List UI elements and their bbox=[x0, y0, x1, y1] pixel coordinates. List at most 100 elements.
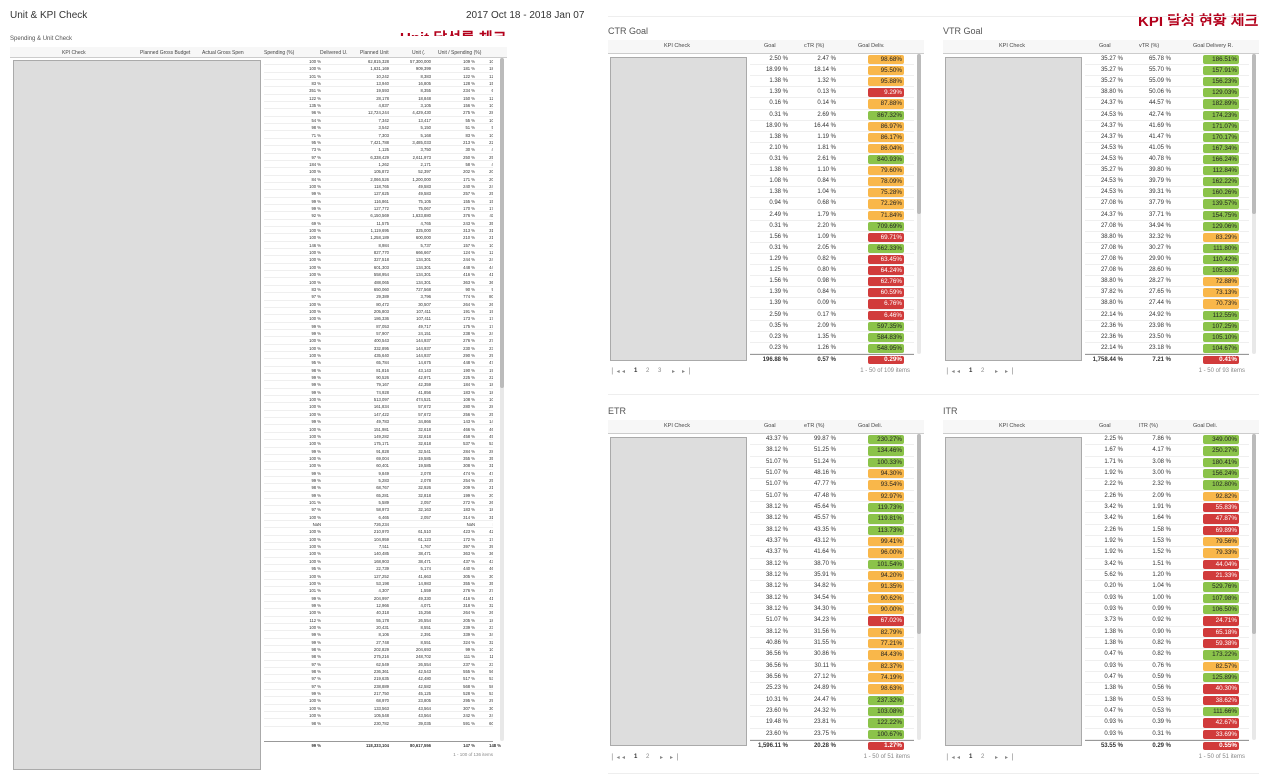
column-header[interactable]: KPI Check bbox=[999, 423, 1025, 429]
prev-page-button[interactable]: ◂ bbox=[622, 369, 626, 375]
page-number-button[interactable]: 2 bbox=[981, 368, 985, 374]
table-cell: 101 % bbox=[309, 73, 321, 79]
last-page-button[interactable]: ▸▕ bbox=[1005, 369, 1013, 375]
table-cell: 7,342 bbox=[378, 117, 389, 123]
goal-cell: 22.14 % bbox=[1100, 311, 1123, 318]
column-header[interactable]: Goal Deli. bbox=[1193, 423, 1218, 429]
column-header[interactable]: ITR (%) bbox=[1139, 423, 1158, 429]
column-header[interactable]: KPI Check bbox=[664, 423, 690, 429]
goal-cell: 1.38 % bbox=[769, 133, 788, 140]
column-header[interactable]: Goal bbox=[1099, 423, 1111, 429]
page-number-button[interactable]: 3 bbox=[658, 368, 662, 374]
rate-cell: 45.57 % bbox=[813, 515, 836, 522]
scrollbar[interactable] bbox=[500, 58, 504, 741]
scrollbar-thumb[interactable] bbox=[917, 434, 921, 634]
column-header[interactable]: Unit / Spending (%) bbox=[438, 50, 482, 56]
column-header[interactable]: Goal bbox=[1099, 43, 1111, 49]
first-page-button[interactable]: ▏◂ bbox=[612, 369, 620, 375]
etr-goal-panel: ETR KPI Check Goal eTR (%) Goal Deli. 43.37 %… bbox=[608, 406, 924, 768]
goal-cell: 1.71 % bbox=[1104, 458, 1123, 465]
scrollbar[interactable] bbox=[1252, 54, 1256, 354]
table-row: 73 % 1,125 3,750 30 % 41 % bbox=[264, 146, 493, 154]
goal-delivery-badge: 166.24% bbox=[1203, 155, 1239, 165]
scrollbar[interactable] bbox=[1252, 434, 1256, 740]
column-header[interactable]: Spending (%) bbox=[264, 50, 295, 56]
prev-page-button[interactable]: ◂ bbox=[957, 369, 961, 375]
table-cell: 230 % bbox=[489, 345, 493, 351]
rate-cell: 2.32 % bbox=[1152, 481, 1171, 488]
table-row: 24.53 % 39.31 % 160.26% bbox=[1085, 187, 1249, 199]
goal-delivery-badge: 349.00% bbox=[1203, 435, 1239, 445]
scrollbar-thumb[interactable] bbox=[1252, 54, 1256, 214]
next-page-button[interactable]: ▸ bbox=[660, 755, 664, 761]
divider bbox=[608, 773, 1259, 774]
rate-cell: 55.09 % bbox=[1148, 78, 1171, 85]
table-cell: 41,856 bbox=[418, 389, 431, 395]
scrollbar[interactable] bbox=[917, 54, 921, 354]
table-cell: 240 % bbox=[463, 183, 475, 189]
column-header[interactable]: Planned Unit bbox=[360, 50, 389, 56]
table-cell: 1,262 bbox=[378, 161, 389, 167]
prev-page-button[interactable]: ◂ bbox=[622, 755, 626, 761]
table-cell: 98 % bbox=[311, 654, 321, 660]
table-cell: 22,739 bbox=[376, 566, 389, 572]
next-page-button[interactable]: ▸ bbox=[995, 755, 999, 761]
table-row: 100 % 7,511 1,767 397 % 397 % bbox=[264, 543, 493, 551]
last-page-button[interactable]: ▸▕ bbox=[682, 369, 690, 375]
column-header[interactable]: KPI Check bbox=[62, 50, 86, 56]
table-cell: 181 % bbox=[489, 66, 493, 72]
column-header[interactable]: vTR (%) bbox=[1139, 43, 1160, 49]
table-row: 1.39 % 0.09 % 6.76% bbox=[750, 298, 914, 310]
table-cell: 134,301 bbox=[415, 279, 431, 285]
page-number-button[interactable]: 2 bbox=[981, 754, 985, 760]
page-number-button[interactable]: 1 bbox=[634, 754, 638, 760]
first-page-button[interactable]: ▏◂ bbox=[947, 369, 955, 375]
table-cell: 800 % bbox=[489, 294, 493, 300]
page-number-button[interactable]: 1 bbox=[634, 368, 638, 374]
goal-cell: 22.36 % bbox=[1100, 322, 1123, 329]
page-number-button[interactable]: 2 bbox=[646, 754, 650, 760]
table-row: 43.37 % 43.12 % 99.41% bbox=[750, 536, 914, 548]
rate-cell: 39.80 % bbox=[1148, 167, 1171, 174]
column-header[interactable]: Goal Deli. bbox=[858, 423, 883, 429]
column-header[interactable]: cTR (%) bbox=[804, 43, 825, 49]
column-header[interactable]: KPI Check bbox=[664, 43, 690, 49]
scrollbar-thumb[interactable] bbox=[1252, 434, 1256, 634]
total-delivery-badge: 0.29% bbox=[868, 356, 904, 364]
table-cell: 466 % bbox=[489, 426, 493, 432]
prev-page-button[interactable]: ◂ bbox=[957, 755, 961, 761]
column-header[interactable]: KPI Check bbox=[999, 43, 1025, 49]
table-row: 23.60 % 24.32 % 103.08% bbox=[750, 706, 914, 718]
next-page-button[interactable]: ▸ bbox=[995, 369, 999, 375]
goal-cell: 0.31 % bbox=[769, 222, 788, 229]
page-number-button[interactable]: 1 bbox=[969, 368, 973, 374]
page-number-button[interactable]: 1 bbox=[969, 754, 973, 760]
last-page-button[interactable]: ▸▕ bbox=[1005, 755, 1013, 761]
scrollbar-thumb[interactable] bbox=[500, 58, 504, 388]
scrollbar-thumb[interactable] bbox=[917, 54, 921, 214]
date-range[interactable]: 2017 Oct 18 - 2018 Jan 07 bbox=[466, 10, 585, 21]
table-cell: 95 % bbox=[311, 360, 321, 366]
kpi-check-placeholder bbox=[610, 437, 747, 746]
column-header[interactable]: Goal Delivery R. bbox=[1193, 43, 1234, 49]
goal-delivery-badge: 156.23% bbox=[1203, 77, 1239, 87]
column-header[interactable]: Goal bbox=[764, 43, 776, 49]
table-cell: 99 % bbox=[465, 647, 475, 652]
page-number-button[interactable]: 2 bbox=[646, 368, 650, 374]
table-row: 0.47 % 0.82 % 173.22% bbox=[1085, 649, 1249, 661]
next-page-button[interactable]: ▸ bbox=[672, 369, 676, 375]
column-header[interactable]: Unit (. bbox=[412, 50, 426, 56]
table-cell: 99 % bbox=[311, 470, 321, 476]
column-header[interactable]: Goal Deliv. bbox=[858, 43, 885, 49]
last-page-button[interactable]: ▸▕ bbox=[670, 755, 678, 761]
column-header[interactable]: eTR (%) bbox=[804, 423, 825, 429]
panel-title: ETR bbox=[608, 406, 626, 416]
first-page-button[interactable]: ▏◂ bbox=[612, 755, 620, 761]
column-header[interactable]: Delivered U. bbox=[320, 50, 348, 56]
scrollbar[interactable] bbox=[917, 434, 921, 740]
first-page-button[interactable]: ▏◂ bbox=[947, 755, 955, 761]
column-header[interactable]: Actual Gross Spen bbox=[202, 50, 244, 56]
table-row: 0.47 % 0.53 % 111.66% bbox=[1085, 706, 1249, 718]
column-header[interactable]: Planned Gross Budget bbox=[140, 50, 191, 56]
column-header[interactable]: Goal bbox=[764, 423, 776, 429]
